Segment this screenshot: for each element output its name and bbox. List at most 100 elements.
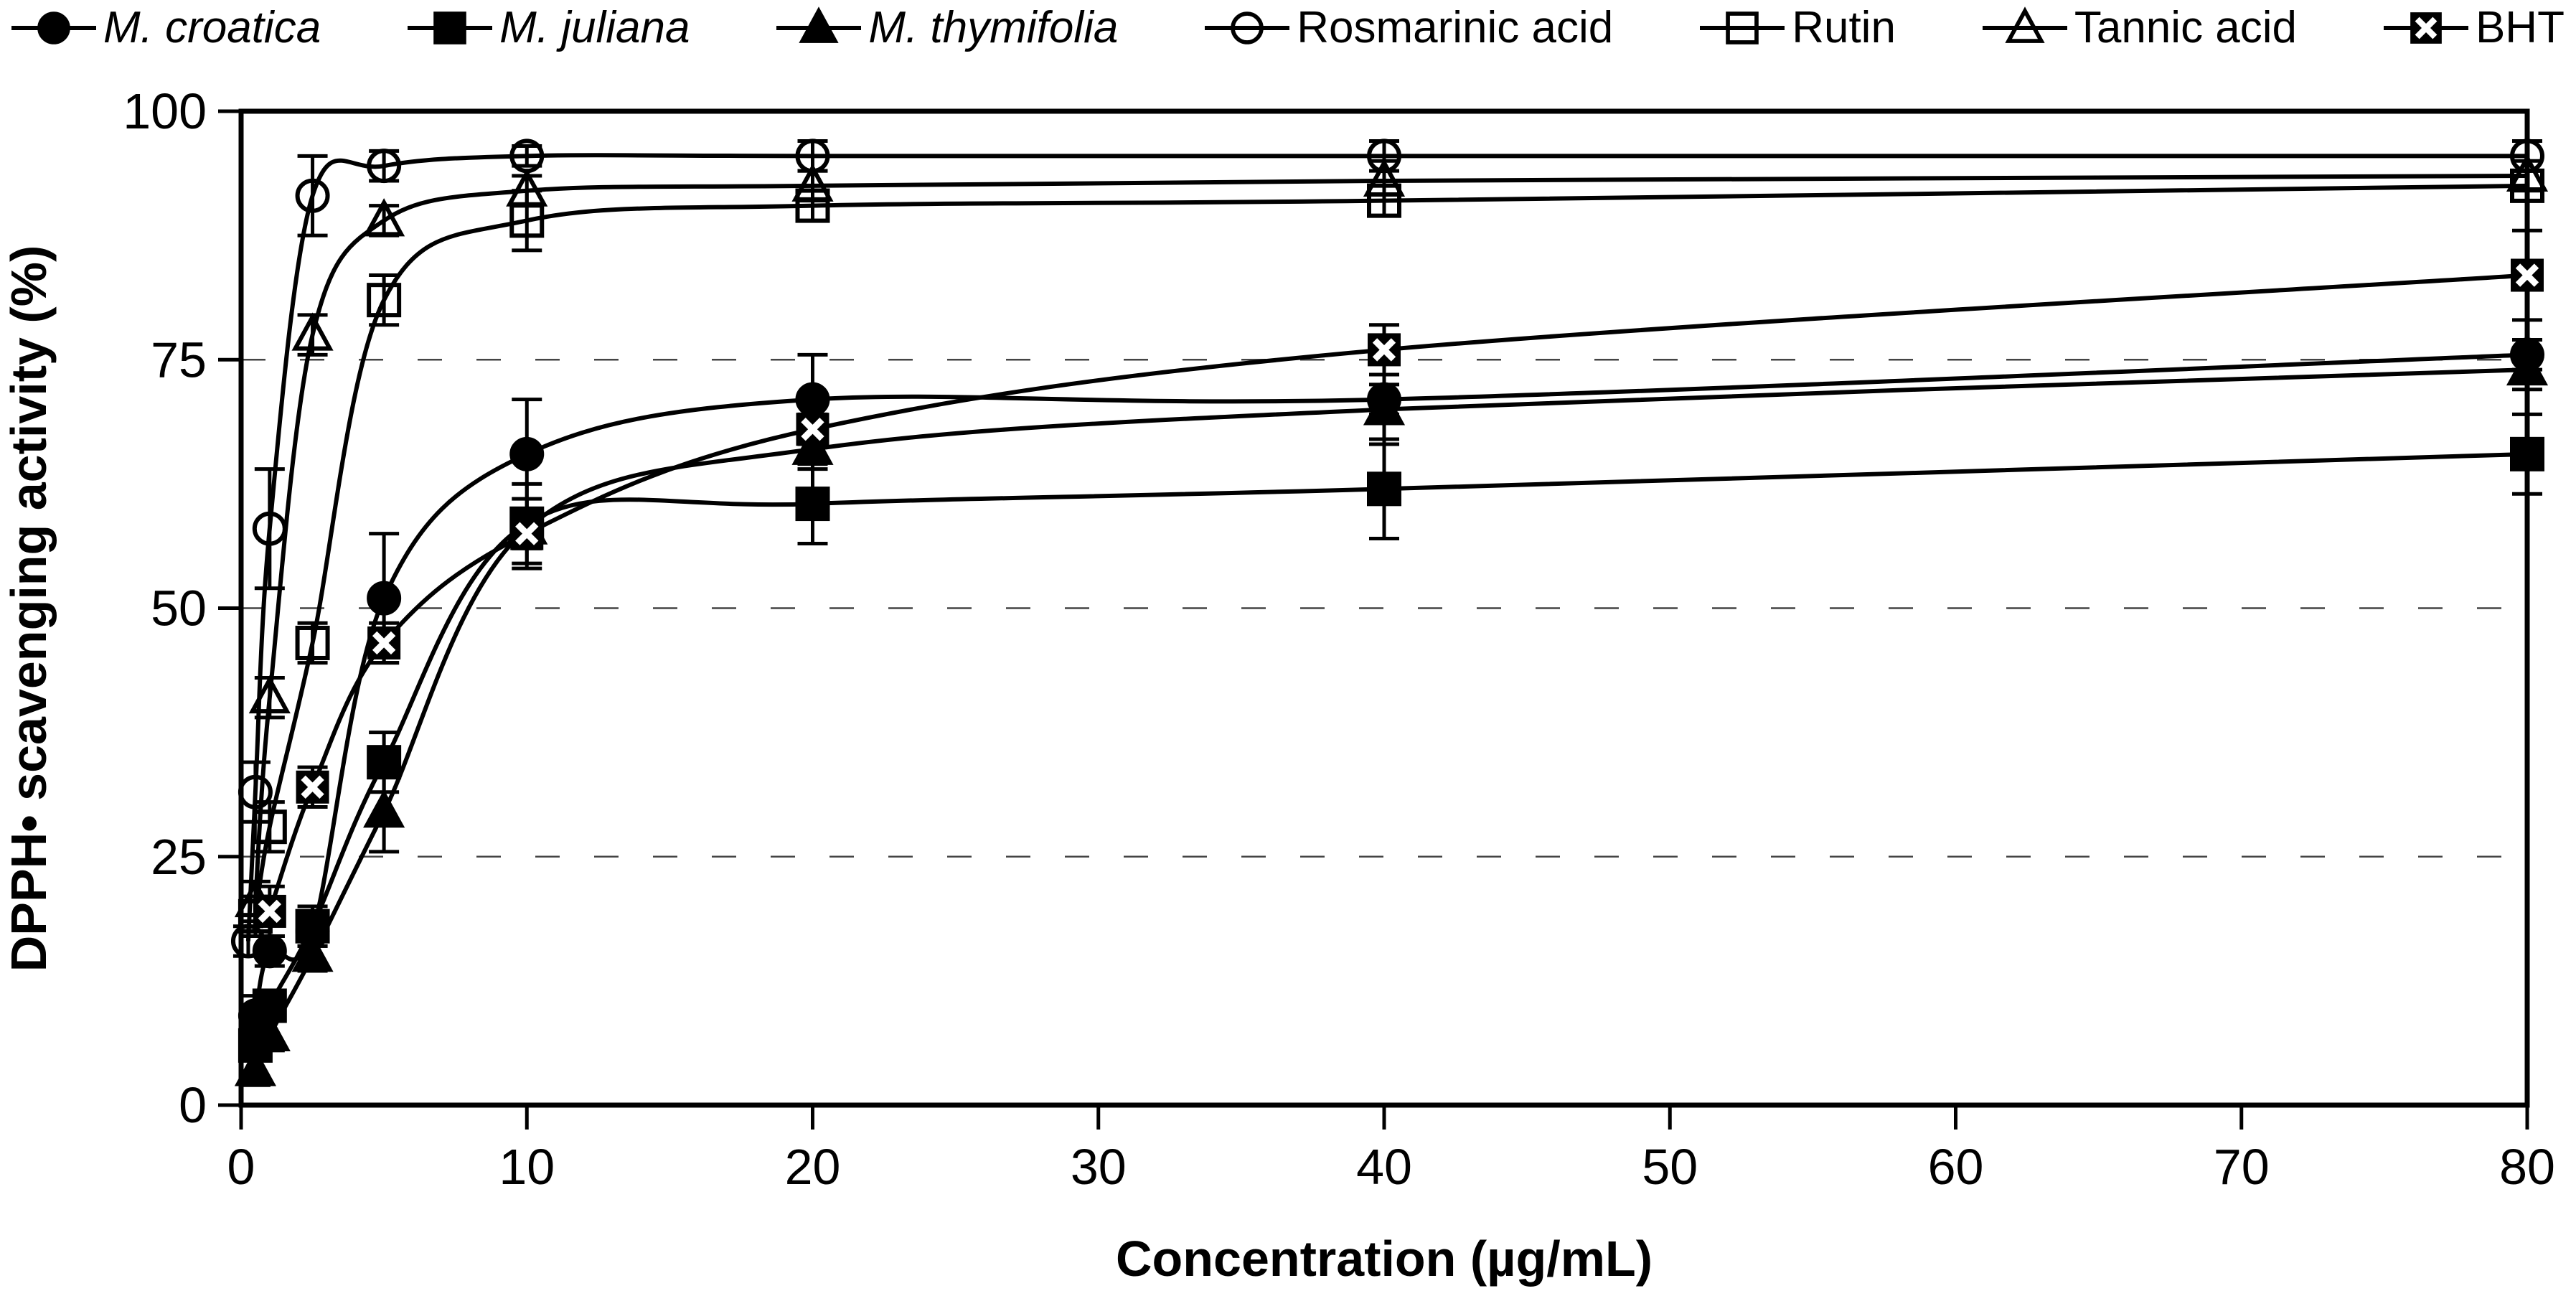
legend-item-bht: BHT <box>2383 3 2565 52</box>
y-tick-label-50: 50 <box>151 581 207 637</box>
marker-triangle-m-thymifolia <box>2506 347 2549 386</box>
x-tick-label-40: 40 <box>1356 1139 1412 1195</box>
error-bar-rosmarinic-acid <box>254 467 285 591</box>
x-tick-label-0: 0 <box>227 1139 255 1195</box>
marker-square-m-juliana <box>367 745 402 780</box>
legend-marker <box>2005 6 2045 43</box>
marker-triangle-tannic-acid <box>291 312 334 351</box>
marker-triangle-tannic-acid <box>2506 153 2549 192</box>
legend-marker <box>1231 11 1264 44</box>
x-tick-label-60: 60 <box>1928 1139 1984 1195</box>
x-axis-title: Concentration (µg/mL) <box>1116 1231 1653 1287</box>
marker-square-rutin <box>367 283 402 318</box>
marker-circle-m-croatica <box>509 436 545 471</box>
marker-triangle-tannic-acid <box>363 198 405 237</box>
x-tick-label-10: 10 <box>499 1139 555 1195</box>
axis-ticks <box>218 109 2529 1130</box>
marker-square-m-juliana <box>795 487 830 522</box>
legend-boxed-x-icon <box>2383 12 2468 44</box>
legend-label-m-croatica: M. croatica <box>103 3 321 52</box>
marker-triangle-m-thymifolia <box>248 1013 291 1052</box>
x-stroke <box>258 899 282 924</box>
marker-triangle-m-thymifolia <box>1363 387 1406 426</box>
marker-square-rutin <box>295 625 330 660</box>
legend-item-m-juliana: M. juliana <box>408 6 690 50</box>
marker-circle-m-croatica <box>367 581 402 616</box>
series-lines <box>245 153 2528 1071</box>
legend-item-m-croatica: M. croatica <box>11 6 321 50</box>
legend-item-rutin: Rutin <box>1700 6 1896 50</box>
y-tick-label-0: 0 <box>179 1077 207 1133</box>
marker-square-m-juliana <box>295 908 330 944</box>
legend-triangle-icon <box>776 6 862 43</box>
legend-label-rutin: Rutin <box>1792 3 1896 52</box>
marker-triangle-tannic-acid <box>1363 158 1406 197</box>
marker-square-m-juliana <box>2510 436 2544 471</box>
x-tick-label-50: 50 <box>1642 1139 1698 1195</box>
x-tick-label-80: 80 <box>2499 1139 2555 1195</box>
legend-marker <box>433 11 466 44</box>
marker-circle-rosmarinic-acid <box>230 924 265 959</box>
y-tick-label-75: 75 <box>151 332 207 388</box>
legend-label-m-thymifolia: M. thymifolia <box>868 3 1119 52</box>
legend-item-rosmarinic-acid: Rosmarinic acid <box>1205 6 1613 50</box>
x-stroke <box>372 631 396 655</box>
x-tick-label-30: 30 <box>1071 1139 1127 1195</box>
x-stroke <box>2515 263 2539 287</box>
marker-circle-rosmarinic-acid <box>295 178 330 213</box>
error-bars <box>232 139 2542 1087</box>
marker-triangle-m-thymifolia <box>234 1048 276 1086</box>
marker-triangle-tannic-acid <box>791 163 834 202</box>
legend-circle-icon <box>1205 11 1290 44</box>
marker-circle-rosmarinic-acid <box>252 511 287 546</box>
x-stroke <box>515 522 539 545</box>
x-stroke <box>2415 17 2438 39</box>
marker-triangle-m-thymifolia <box>363 789 405 828</box>
x-tick-label-70: 70 <box>2214 1139 2270 1195</box>
legend-marker <box>799 6 839 43</box>
marker-triangle-tannic-acid <box>248 675 291 714</box>
series-line-m-juliana <box>253 451 2528 1046</box>
legend-square-icon <box>1700 11 1785 44</box>
marker-square-rutin <box>252 809 287 845</box>
gridlines <box>241 359 2527 858</box>
legend-item-m-thymifolia: M. thymifolia <box>776 6 1118 50</box>
legend-square-icon <box>408 11 493 44</box>
y-axis-title: DPPH• scavenging activity (%) <box>1 245 57 972</box>
marker-circle-rosmarinic-acid <box>238 774 273 809</box>
x-stroke <box>301 775 324 799</box>
chart-legend: M. croatica M. juliana M. thymifolia Rosmar… <box>0 0 2576 56</box>
legend-triangle-icon <box>1982 6 2067 43</box>
legend-label-m-juliana: M. juliana <box>499 3 690 52</box>
marker-triangle-m-thymifolia <box>291 933 334 972</box>
y-tick-label-25: 25 <box>151 829 207 885</box>
x-stroke <box>801 418 824 441</box>
legend-circle-icon <box>11 11 96 44</box>
series-line-m-croatica <box>253 352 2528 1016</box>
marker-square-rutin <box>1367 183 1401 218</box>
series-markers <box>230 138 2549 1086</box>
legend-marker <box>37 11 70 44</box>
y-tick-label-100: 100 <box>123 83 207 139</box>
marker-circle-m-croatica <box>795 382 830 417</box>
legend-label-rosmarinic-acid: Rosmarinic acid <box>1297 3 1614 52</box>
x-stroke <box>1372 338 1396 362</box>
marker-circle-rosmarinic-acid <box>367 149 402 184</box>
legend-marker <box>1726 11 1759 44</box>
marker-triangle-tannic-acid <box>506 168 548 207</box>
x-tick-label-20: 20 <box>785 1139 841 1195</box>
series-line-rutin <box>253 183 2528 917</box>
marker-triangle-m-thymifolia <box>791 426 834 465</box>
error-bar-rosmarinic-acid <box>297 154 328 238</box>
marker-square-rutin <box>795 188 830 223</box>
axis-tick-labels: 0 10 20 30 40 50 60 70 80 0 25 50 75 100 <box>123 83 2555 1195</box>
marker-square-m-juliana <box>1367 471 1401 507</box>
series-line-tannic-acid <box>253 174 2528 902</box>
series-line-rosmarinic-acid <box>245 153 2527 942</box>
legend-label-bht: BHT <box>2475 3 2565 52</box>
marker-circle-rosmarinic-acid <box>1367 138 1401 174</box>
legend-item-tannic-acid: Tannic acid <box>1982 3 2298 52</box>
legend-label-tannic-acid: Tannic acid <box>2074 3 2298 52</box>
